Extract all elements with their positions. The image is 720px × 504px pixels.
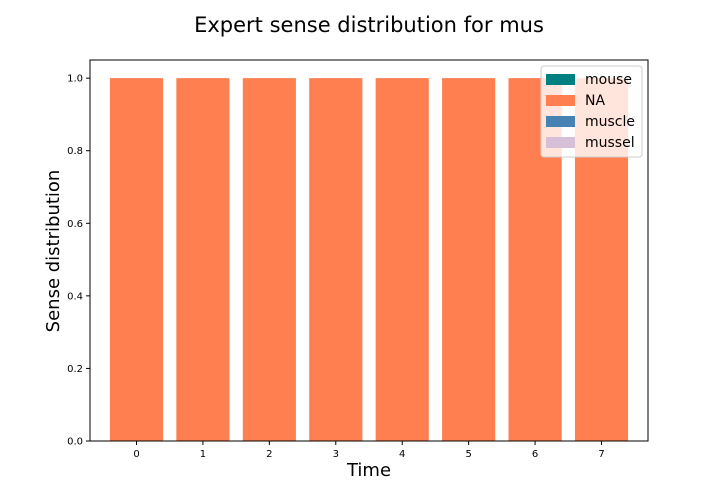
x-tick-label: 4 [399, 449, 405, 460]
x-tick-label: 0 [133, 449, 139, 460]
legend-label-muscle: muscle [585, 114, 635, 130]
legend-swatch-na [546, 95, 575, 106]
legend-swatch-muscle [546, 116, 575, 127]
legend-box [540, 65, 643, 158]
legend-label-mouse: mouse [585, 72, 632, 88]
y-tick-label: 0.0 [67, 437, 83, 448]
x-tick-label: 7 [598, 449, 604, 460]
x-tick-label: 2 [266, 449, 272, 460]
y-ticks: 0.0 0.2 0.4 0.6 0.8 1.0 [67, 74, 90, 448]
y-tick-label: 0.4 [67, 291, 83, 302]
y-tick-label: 1.0 [67, 74, 83, 85]
y-tick-label: 0.8 [67, 146, 83, 157]
legend-label-mussel: mussel [585, 135, 635, 151]
bar-na-2 [242, 78, 296, 442]
legend-swatch-mouse [546, 74, 575, 85]
x-ticks: 0 1 2 3 4 5 6 7 [133, 441, 605, 460]
plot-frame [89, 59, 649, 442]
y-axis-label: Sense distribution [43, 170, 64, 333]
chart-title: Expert sense distribution for mus [194, 13, 544, 37]
x-tick-label: 5 [465, 449, 471, 460]
x-tick-label: 6 [532, 449, 538, 460]
legend: mouse NA muscle mussel [540, 65, 643, 158]
bar-na-3 [309, 78, 363, 442]
bars [109, 78, 629, 442]
bar-na-4 [375, 78, 429, 442]
y-tick-label: 0.2 [67, 364, 83, 375]
x-tick-label: 3 [333, 449, 339, 460]
bar-na-1 [176, 78, 230, 442]
bar-na-0 [109, 78, 164, 442]
legend-swatch-mussel [546, 137, 575, 148]
y-tick-label: 0.6 [67, 219, 83, 230]
x-tick-label: 1 [200, 449, 206, 460]
legend-label-na: NA [585, 93, 605, 109]
x-axis-label: Time [346, 460, 391, 481]
bar-na-5 [442, 78, 496, 442]
